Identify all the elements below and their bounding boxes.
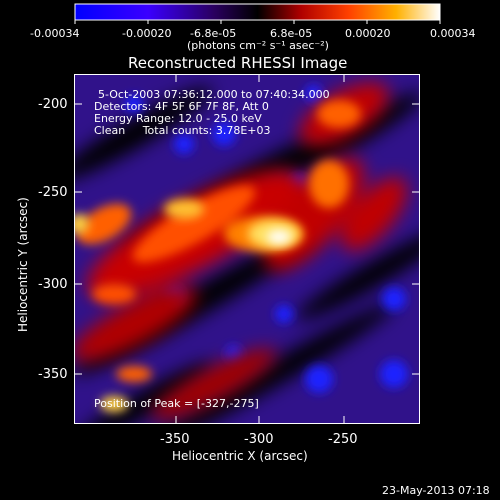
- colorbar: [74, 3, 441, 21]
- y-axis-label: Heliocentric Y (arcsec): [16, 197, 30, 332]
- y-tick-label: -250: [38, 185, 68, 200]
- time-range-label: 5-Oct-2003 07:36:12.000 to 07:40:34.000: [98, 88, 330, 101]
- axis-ticks: [74, 74, 420, 424]
- y-tick-label: -350: [38, 367, 68, 382]
- x-tick-label: -300: [244, 432, 274, 447]
- generated-timestamp: 23-May-2013 07:18: [382, 484, 490, 497]
- colorbar-tick-label: 0.00034: [430, 27, 476, 40]
- rhessi-image: [74, 74, 420, 424]
- colorbar-tick-label: -0.00034: [30, 27, 80, 40]
- energy-range-label: Energy Range: 12.0 - 25.0 keV: [94, 112, 262, 125]
- peak-position-label: Position of Peak = [-327,-275]: [94, 397, 259, 410]
- x-axis-label: Heliocentric X (arcsec): [172, 449, 308, 463]
- colorbar-ticks: [74, 20, 441, 24]
- detectors-label: Detectors: 4F 5F 6F 7F 8F, Att 0: [94, 100, 269, 113]
- colorbar-unit-label: (photons cm⁻² s⁻¹ asec⁻²): [187, 39, 329, 52]
- colorbar-tick-label: -6.8e-05: [190, 27, 237, 40]
- colorbar-tick-label: 0.00020: [345, 27, 391, 40]
- y-tick-label: -200: [38, 97, 68, 112]
- x-tick-label: -350: [160, 432, 190, 447]
- colorbar-tick-label: -0.00020: [122, 27, 172, 40]
- clean-counts-label: Clean Total counts: 3.78E+03: [94, 124, 271, 137]
- x-tick-label: -250: [328, 432, 358, 447]
- plot-title: Reconstructed RHESSI Image: [128, 54, 348, 72]
- y-tick-label: -300: [38, 277, 68, 292]
- colorbar-tick-label: 6.8e-05: [270, 27, 313, 40]
- colorbar-area: [74, 3, 441, 24]
